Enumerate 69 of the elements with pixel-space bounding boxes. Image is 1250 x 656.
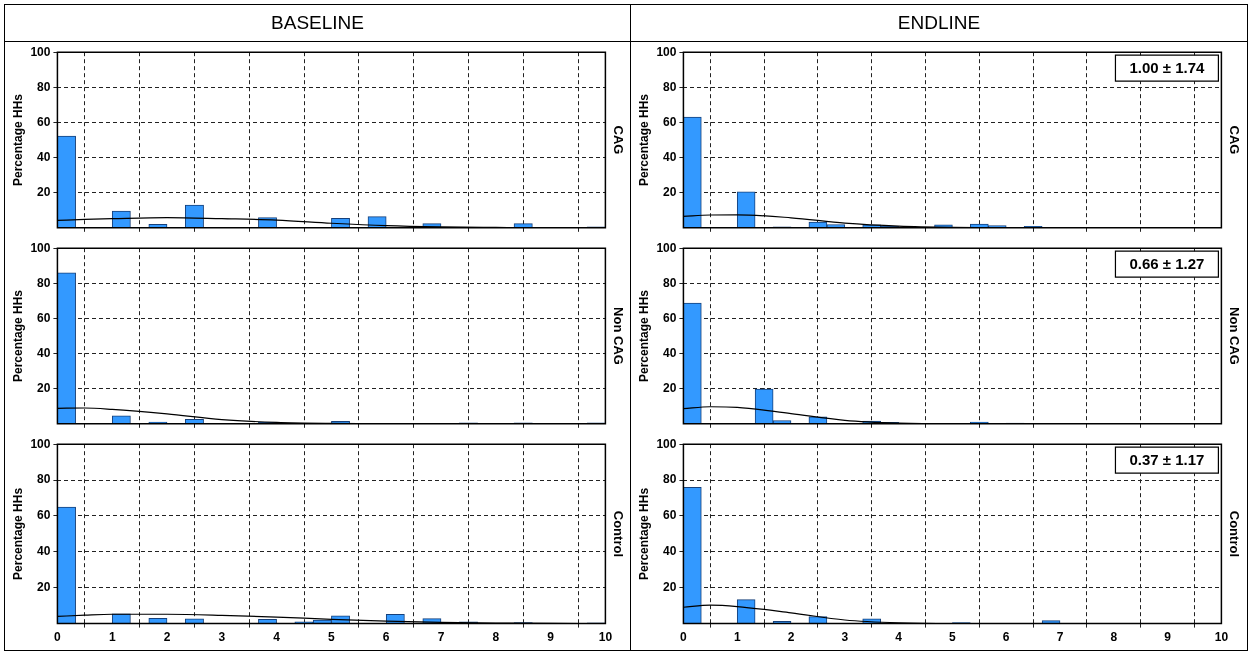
x-tick-label: 1 — [733, 630, 741, 645]
y-tick-label: 100 — [30, 44, 51, 59]
annotation: 1.00 ± 1.74 — [1129, 59, 1206, 77]
y-tick-label: 80 — [663, 275, 677, 290]
x-tick-label: 5 — [328, 630, 336, 645]
y-tick-label: 40 — [663, 544, 677, 559]
y-tick-label: 20 — [663, 580, 677, 595]
y2-axis-title: CAG — [1226, 125, 1242, 155]
y2-axis-title: Non CAG — [610, 307, 626, 365]
y-tick-label: 100 — [656, 436, 677, 451]
y-axis-title: Percentage HHs — [10, 487, 25, 580]
y-tick-label: 100 — [30, 436, 51, 451]
y-tick-label: 80 — [37, 472, 51, 487]
x-tick-label: 9 — [547, 630, 555, 645]
x-tick-label: 2 — [163, 630, 171, 645]
y-tick-label: 40 — [663, 149, 677, 164]
x-tick-label: 8 — [1110, 630, 1118, 645]
y-tick-label: 20 — [37, 184, 51, 199]
x-tick-label: 7 — [1056, 630, 1064, 645]
y-tick-label: 20 — [37, 380, 51, 395]
y-tick-label: 60 — [663, 310, 677, 325]
y-axis-title: Percentage HHs — [10, 289, 25, 383]
y-tick-label: 60 — [663, 508, 677, 523]
annotation: 0.66 ± 1.27 — [1129, 255, 1205, 273]
y2-axis-title: Control — [1226, 510, 1242, 558]
x-tick-label: 4 — [895, 630, 903, 645]
x-tick-label: 4 — [273, 630, 281, 645]
y-tick-label: 40 — [37, 345, 51, 360]
x-tick-label: 3 — [841, 630, 849, 645]
y-tick-label: 40 — [663, 345, 677, 360]
chart-title: ENDLINE — [631, 5, 1247, 42]
x-tick-label: 7 — [437, 630, 445, 645]
y-tick-label: 20 — [37, 580, 51, 595]
annotation: 0.37 ± 1.17 — [1129, 451, 1205, 469]
y-tick-label: 100 — [656, 240, 677, 255]
y-tick-label: 20 — [663, 380, 677, 395]
y-axis-title: Percentage HHs — [10, 93, 25, 187]
y2-axis-title: Non CAG — [1226, 307, 1242, 365]
x-tick-label: 10 — [598, 630, 613, 645]
x-tick-label: 10 — [1214, 630, 1229, 645]
y2-axis-title: Control — [610, 510, 626, 558]
x-tick-label: 9 — [1164, 630, 1172, 645]
y2-axis-title: CAG — [610, 125, 626, 155]
y-tick-label: 20 — [663, 184, 677, 199]
x-tick-label: 5 — [949, 630, 957, 645]
y-axis-title: Percentage HHs — [636, 289, 651, 383]
y-tick-label: 100 — [656, 44, 677, 59]
chart-title: BASELINE — [5, 5, 630, 42]
x-tick-label: 3 — [218, 630, 226, 645]
y-tick-label: 100 — [30, 240, 51, 255]
x-tick-label: 6 — [382, 630, 390, 645]
x-tick-label: 8 — [492, 630, 500, 645]
y-axis-title: Percentage HHs — [636, 93, 651, 187]
y-tick-label: 60 — [37, 310, 51, 325]
y-tick-label: 40 — [37, 544, 51, 559]
y-tick-label: 60 — [663, 114, 677, 129]
x-tick-label: 0 — [54, 630, 62, 645]
x-tick-label: 1 — [108, 630, 116, 645]
x-tick-label: 6 — [1002, 630, 1010, 645]
x-tick-label: 2 — [787, 630, 795, 645]
y-tick-label: 80 — [663, 79, 677, 94]
y-tick-label: 80 — [37, 275, 51, 290]
y-tick-label: 80 — [663, 472, 677, 487]
y-tick-label: 60 — [37, 114, 51, 129]
y-tick-label: 60 — [37, 508, 51, 523]
y-axis-title: Percentage HHs — [636, 487, 651, 580]
y-tick-label: 80 — [37, 79, 51, 94]
y-tick-label: 40 — [37, 149, 51, 164]
x-tick-label: 0 — [680, 630, 688, 645]
